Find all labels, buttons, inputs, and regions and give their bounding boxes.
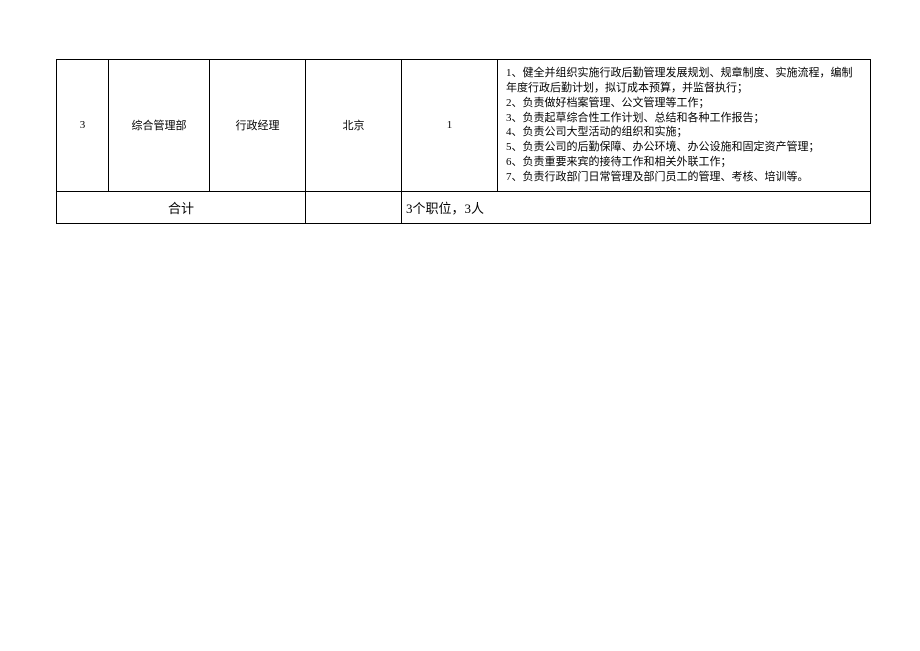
cell-department: 综合管理部 (109, 60, 210, 192)
cell-count: 1 (402, 60, 498, 192)
job-table: 3 综合管理部 行政经理 北京 1 1、健全并组织实施行政后勤管理发展规划、规章… (56, 59, 871, 224)
summary-row: 合计 3个职位，3人 (57, 191, 871, 223)
table-row: 3 综合管理部 行政经理 北京 1 1、健全并组织实施行政后勤管理发展规划、规章… (57, 60, 871, 192)
cell-position: 行政经理 (210, 60, 306, 192)
summary-empty (306, 191, 402, 223)
summary-text: 3个职位，3人 (402, 191, 871, 223)
cell-location: 北京 (306, 60, 402, 192)
summary-label: 合计 (57, 191, 306, 223)
cell-description: 1、健全并组织实施行政后勤管理发展规划、规章制度、实施流程，编制年度行政后勤计划… (498, 60, 871, 192)
cell-number: 3 (57, 60, 109, 192)
job-table-container: 3 综合管理部 行政经理 北京 1 1、健全并组织实施行政后勤管理发展规划、规章… (56, 59, 871, 224)
